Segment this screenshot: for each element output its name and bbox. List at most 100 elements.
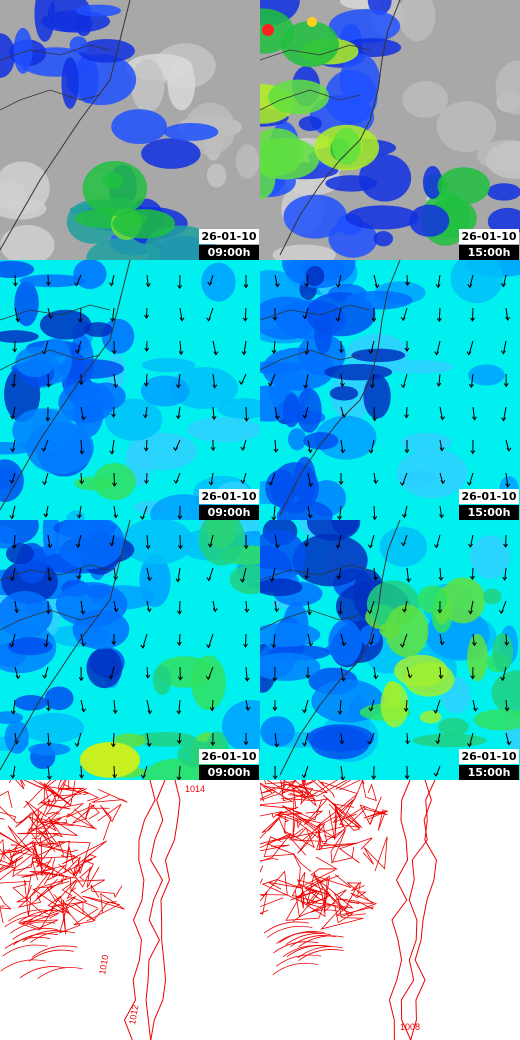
wind-arrow — [11, 406, 16, 419]
wind-arrow — [340, 439, 344, 453]
field-blob — [0, 224, 55, 260]
field-blob — [305, 265, 325, 287]
wind-arrow — [307, 600, 311, 615]
wind-arrow — [369, 600, 375, 614]
wind-arrow-head — [339, 740, 345, 745]
field-blob — [56, 520, 125, 570]
field-blob — [272, 244, 336, 260]
wind-arrow-head — [274, 608, 280, 613]
time-box — [459, 245, 519, 260]
isobar — [294, 879, 323, 918]
wind-arrow — [113, 373, 117, 388]
field-blob — [229, 564, 260, 595]
wind-arrow — [468, 340, 474, 355]
wind-arrow — [212, 600, 216, 612]
wind-arrow-head — [75, 349, 80, 354]
wind-arrow — [306, 274, 309, 287]
wind-arrow — [245, 600, 248, 613]
wind-arrow — [47, 534, 51, 548]
field-blob — [379, 526, 428, 567]
isobar — [49, 788, 100, 830]
wind-arrow — [47, 765, 51, 780]
field-blob — [345, 290, 413, 310]
isobar — [22, 930, 68, 943]
wind-arrow-head — [340, 382, 345, 388]
wind-arrow — [340, 732, 343, 744]
isobar — [57, 780, 85, 790]
wind-arrow — [337, 307, 342, 322]
field-blob — [293, 456, 317, 505]
wind-arrow-head — [13, 282, 18, 287]
field-blob — [409, 204, 450, 237]
wind-arrow-head — [238, 380, 244, 386]
field-blob — [473, 709, 520, 731]
wind-arrow-head — [211, 415, 217, 421]
field-blob — [404, 661, 455, 697]
wind-arrow — [78, 505, 82, 518]
isobar — [311, 780, 352, 797]
field-blob — [0, 526, 18, 549]
wind-arrow — [405, 699, 408, 712]
wind-arrow — [373, 567, 377, 580]
wind-arrow — [403, 505, 408, 518]
isobar — [32, 877, 77, 914]
wind-arrow — [274, 274, 278, 287]
wind-arrow-head — [76, 575, 82, 580]
wind-arrow — [179, 340, 182, 355]
isobar — [12, 933, 59, 946]
wind-arrow — [13, 534, 16, 549]
wind-arrow-head — [41, 447, 47, 452]
wind-arrow — [141, 505, 148, 520]
wind-arrow-head — [504, 707, 510, 712]
isobar — [0, 849, 34, 884]
wind-arrow — [274, 439, 277, 453]
wind-arrow — [505, 732, 510, 745]
isobar — [31, 842, 56, 876]
wind-arrow-head — [275, 544, 280, 549]
field-blob — [44, 686, 74, 711]
wind-arrow — [339, 600, 342, 615]
wind-arrow-head — [468, 543, 473, 548]
isobar — [37, 792, 60, 815]
wind-arrow-head — [15, 675, 21, 680]
wind-arrow — [340, 406, 345, 418]
wind-arrow — [437, 274, 441, 288]
map-panel: 26-01-10 15:00h — [260, 0, 520, 260]
field-blob — [260, 578, 303, 597]
wind-arrow — [439, 439, 443, 451]
wind-arrow-head — [399, 643, 405, 648]
wind-arrow-head — [140, 644, 146, 649]
isobar — [318, 829, 345, 851]
wind-arrow — [12, 439, 16, 452]
isobar — [10, 921, 56, 934]
wind-arrow-head — [48, 315, 54, 320]
wind-arrow-head — [505, 316, 511, 321]
wind-arrow — [245, 406, 248, 421]
wind-arrow — [208, 307, 214, 321]
field-blob — [152, 665, 172, 695]
field-blob — [56, 358, 124, 379]
wind-arrow-head — [368, 707, 374, 712]
isobar — [47, 858, 94, 888]
isobar — [21, 860, 53, 899]
wind-arrow — [438, 307, 441, 322]
wind-arrow — [401, 633, 408, 648]
field-blob — [283, 194, 347, 239]
wind-arrow-head — [243, 545, 249, 550]
isobar — [410, 780, 437, 1040]
coastline — [0, 520, 131, 771]
isobar — [281, 797, 329, 826]
wind-arrow-head — [11, 383, 16, 388]
wind-arrow-head — [374, 284, 380, 289]
wind-arrow-head — [42, 674, 47, 679]
wind-arrow — [303, 765, 309, 778]
wind-arrow-head — [304, 575, 309, 580]
field-blob — [373, 231, 394, 247]
isobar — [97, 803, 122, 841]
wind-arrow-head — [470, 317, 475, 322]
background — [260, 780, 520, 1040]
isobar — [295, 884, 330, 903]
time-label: 15:00h — [468, 506, 511, 519]
field-blob — [402, 80, 448, 118]
field-blob — [187, 416, 260, 443]
